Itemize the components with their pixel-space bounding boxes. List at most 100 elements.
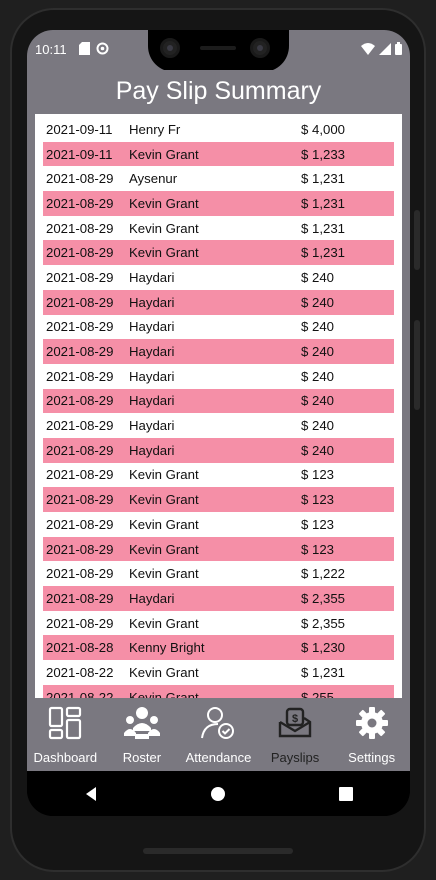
payslip-amount: $ 123 — [301, 541, 335, 557]
payslip-row[interactable]: 2021-08-29 Kevin Grant $ 1,231 — [43, 240, 394, 266]
payslip-amount: $ 240 — [301, 442, 335, 458]
payslip-row[interactable]: 2021-08-29 Haydari $ 240 — [43, 339, 394, 364]
payslip-date: 2021-08-29 — [46, 615, 114, 631]
front-camera-icon — [160, 38, 180, 58]
employee-name: Kenny Bright — [129, 640, 205, 656]
signal-icon — [379, 42, 391, 55]
employee-name: Haydari — [129, 294, 175, 310]
payslip-row[interactable]: 2021-09-11 Kevin Grant $ 1,233 — [43, 141, 394, 167]
payslip-amount: $ 2,355 — [301, 590, 345, 606]
payslip-row[interactable]: 2021-08-29 Kevin Grant $ 1,231 — [43, 216, 394, 241]
payslip-date: 2021-08-22 — [46, 664, 114, 680]
payslip-amount: $ 123 — [301, 492, 335, 508]
payslip-row[interactable]: 2021-08-29 Kevin Grant $ 123 — [43, 512, 394, 537]
payslip-amount: $ 1,231 — [301, 171, 345, 187]
payslip-date: 2021-08-29 — [46, 245, 114, 261]
payslip-row[interactable]: 2021-08-22 Kevin Grant $ 255 — [43, 684, 394, 698]
payslip-row[interactable]: 2021-08-29 Haydari $ 240 — [43, 265, 394, 290]
nav-item-settings[interactable]: Settings — [333, 698, 410, 771]
gear-icon — [355, 707, 388, 739]
payslip-row[interactable]: 2021-08-29 Haydari $ 240 — [43, 388, 394, 414]
employee-name: Kevin Grant — [129, 146, 199, 162]
payslip-date: 2021-08-29 — [46, 344, 114, 360]
employee-name: Henry Fr — [129, 121, 181, 137]
payslip-amount: $ 2,355 — [301, 615, 345, 631]
back-button[interactable] — [71, 774, 111, 814]
wifi-icon — [361, 42, 375, 55]
nav-item-payslips[interactable]: $ Payslips — [257, 698, 334, 771]
sync-icon — [96, 42, 109, 55]
payslip-row[interactable]: 2021-08-29 Haydari $ 2,355 — [43, 586, 394, 611]
payslip-date: 2021-08-29 — [46, 294, 114, 310]
payslip-date: 2021-08-29 — [46, 195, 114, 211]
payslip-amount: $ 1,222 — [301, 566, 345, 582]
nav-item-attendance[interactable]: Attendance — [180, 698, 257, 771]
payslip-date: 2021-08-28 — [46, 640, 114, 656]
payslip-list-frame: 2021-09-11 Henry Fr $ 4,000 2021-09-11 Kevin… — [27, 114, 410, 698]
payslip-date: 2021-08-29 — [46, 492, 114, 508]
payslip-row[interactable]: 2021-08-22 Kevin Grant $ 1,231 — [43, 660, 394, 685]
front-sensor-icon — [250, 38, 270, 58]
payslip-list[interactable]: 2021-09-11 Henry Fr $ 4,000 2021-09-11 Kevin… — [35, 114, 402, 698]
payslip-row[interactable]: 2021-08-29 Haydari $ 240 — [43, 364, 394, 389]
payslip-amount: $ 240 — [301, 344, 335, 360]
nav-label-attendance: Attendance — [185, 750, 252, 765]
bottom-navigation: Dashboard Roster Attendance — [27, 698, 410, 771]
payslip-row[interactable]: 2021-08-29 Haydari $ 240 — [43, 437, 394, 463]
payslip-row[interactable]: 2021-08-29 Haydari $ 240 — [43, 289, 394, 315]
payslip-row[interactable]: 2021-08-29 Kevin Grant $ 2,355 — [43, 611, 394, 636]
nav-item-roster[interactable]: Roster — [104, 698, 181, 771]
payslip-row[interactable]: 2021-08-28 Kenny Bright $ 1,230 — [43, 635, 394, 661]
payslip-date: 2021-08-29 — [46, 393, 114, 409]
payslips-icon: $ — [278, 707, 312, 738]
payslip-row[interactable]: 2021-08-29 Kevin Grant $ 1,231 — [43, 191, 394, 216]
employee-name: Haydari — [129, 319, 175, 335]
employee-name: Kevin Grant — [129, 492, 199, 508]
payslip-date: 2021-08-29 — [46, 269, 114, 285]
employee-name: Kevin Grant — [129, 615, 199, 631]
payslip-row[interactable]: 2021-08-29 Kevin Grant $ 1,222 — [43, 561, 394, 586]
nav-item-dashboard[interactable]: Dashboard — [27, 698, 104, 771]
payslip-date: 2021-08-29 — [46, 220, 114, 236]
payslip-amount: $ 255 — [301, 689, 335, 698]
nav-label-dashboard: Dashboard — [33, 750, 98, 765]
payslip-date: 2021-08-29 — [46, 566, 114, 582]
battery-icon — [395, 42, 402, 55]
payslip-amount: $ 1,231 — [301, 664, 345, 680]
payslip-row[interactable]: 2021-08-29 Kevin Grant $ 123 — [43, 487, 394, 512]
payslip-date: 2021-08-29 — [46, 442, 114, 458]
attendance-icon — [201, 707, 235, 739]
recents-button[interactable] — [326, 774, 366, 814]
employee-name: Haydari — [129, 344, 175, 360]
payslip-row[interactable]: 2021-08-29 Haydari $ 240 — [43, 315, 394, 340]
employee-name: Haydari — [129, 393, 175, 409]
power-button — [414, 320, 420, 410]
payslip-amount: $ 240 — [301, 393, 335, 409]
payslip-date: 2021-09-11 — [46, 146, 113, 162]
payslip-date: 2021-08-29 — [46, 319, 114, 335]
recents-icon — [339, 786, 354, 801]
payslip-row[interactable]: 2021-08-29 Haydari $ 240 — [43, 413, 394, 438]
home-button[interactable] — [198, 774, 238, 814]
employee-name: Kevin Grant — [129, 245, 199, 261]
payslip-row[interactable]: 2021-08-29 Kevin Grant $ 123 — [43, 463, 394, 488]
app-bar: Pay Slip Summary — [27, 70, 410, 114]
employee-name: Kevin Grant — [129, 664, 199, 680]
payslip-date: 2021-09-11 — [46, 121, 113, 137]
nav-label-roster: Roster — [122, 750, 162, 765]
payslip-amount: $ 240 — [301, 294, 335, 310]
employee-name: Haydari — [129, 590, 175, 606]
payslip-row[interactable]: 2021-09-11 Henry Fr $ 4,000 — [43, 117, 394, 142]
payslip-row[interactable]: 2021-08-29 Kevin Grant $ 123 — [43, 536, 394, 562]
status-time: 10:11 — [35, 42, 67, 57]
system-navigation-bar — [27, 771, 410, 816]
payslip-amount: $ 1,231 — [301, 220, 345, 236]
page-title: Pay Slip Summary — [115, 77, 322, 105]
speaker-grille — [143, 848, 293, 854]
roster-icon — [123, 707, 160, 739]
nav-label-settings: Settings — [348, 750, 396, 765]
payslip-date: 2021-08-29 — [46, 171, 114, 187]
payslip-row[interactable]: 2021-08-29 Aysenur $ 1,231 — [43, 166, 394, 191]
employee-name: Haydari — [129, 368, 175, 384]
employee-name: Haydari — [129, 418, 175, 434]
